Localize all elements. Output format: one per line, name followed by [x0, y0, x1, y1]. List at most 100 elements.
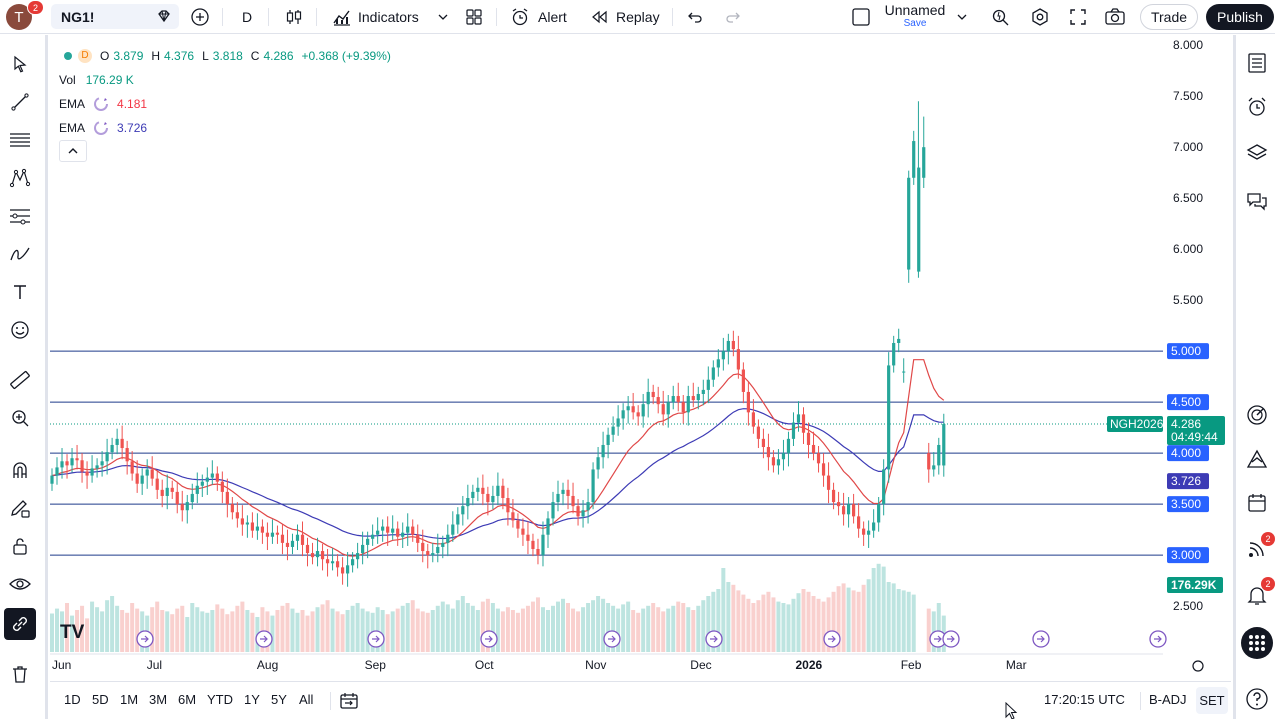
chevron-down-icon[interactable]	[437, 11, 449, 23]
volume-bar	[105, 600, 110, 652]
layout-name-block[interactable]: Unnamed Save	[880, 3, 950, 30]
horizontal-lines-tool[interactable]	[6, 126, 34, 154]
redo-icon[interactable]	[724, 8, 742, 26]
candle-body	[746, 391, 750, 413]
range-6m[interactable]: 6M	[178, 692, 197, 707]
axis-settings-icon[interactable]	[1192, 660, 1204, 672]
candle-body	[756, 426, 761, 439]
last-price-tag	[1167, 415, 1225, 445]
widget-bar: 2 2	[1233, 35, 1275, 719]
candle-body	[270, 532, 275, 537]
range-1d[interactable]: 1D	[64, 692, 81, 707]
interval-button[interactable]: D	[242, 9, 253, 25]
layout-grid-icon[interactable]	[464, 7, 484, 27]
alerts-button[interactable]	[1243, 93, 1271, 121]
diamond-icon[interactable]	[155, 8, 173, 26]
candle-body	[771, 457, 776, 466]
event-arrow	[485, 635, 493, 643]
horizontal-lines-icon	[10, 133, 30, 147]
candle-body	[185, 502, 189, 511]
calendar-button[interactable]	[1243, 489, 1271, 517]
range-5d[interactable]: 5D	[92, 692, 109, 707]
candle-type-icon[interactable]	[284, 7, 304, 27]
alert-button[interactable]: Alert	[510, 0, 567, 34]
cursor-tool[interactable]	[6, 50, 34, 78]
fib-tool[interactable]	[6, 202, 34, 230]
volume-legend-row[interactable]: Vol 176.29 K	[58, 68, 391, 92]
candle-body	[511, 512, 515, 521]
range-3m[interactable]: 3M	[149, 692, 168, 707]
adjustment-toggle[interactable]: B-ADJ	[1149, 692, 1187, 707]
settings-icon[interactable]	[1030, 7, 1050, 27]
volume-bar	[656, 607, 661, 652]
candle-body	[651, 391, 655, 398]
volume-bar	[495, 608, 500, 652]
legend-collapse-button[interactable]	[59, 140, 87, 162]
camera-icon[interactable]	[1104, 7, 1126, 27]
remove-drawings-tool[interactable]	[6, 660, 34, 688]
magnet-tool[interactable]	[6, 456, 34, 484]
ema-fast-legend-row[interactable]: EMA 4.181	[58, 92, 391, 116]
candle-body	[451, 524, 455, 535]
products-button[interactable]	[1241, 627, 1273, 659]
level-price-label: 4.000	[1171, 446, 1201, 460]
undo-icon[interactable]	[686, 8, 704, 26]
range-1y[interactable]: 1Y	[244, 692, 260, 707]
sync-drawings-tool[interactable]	[4, 608, 36, 640]
candle-body	[120, 438, 124, 449]
range-1m[interactable]: 1M	[120, 692, 139, 707]
ema-fast-line	[51, 359, 945, 557]
brush-tool[interactable]	[6, 240, 34, 268]
bottom-toolbar: 1D 5D 1M 3M 6M YTD 1Y 5Y All 17:20:15 UT…	[50, 681, 1231, 719]
text-tool[interactable]	[6, 278, 34, 306]
pattern-tool[interactable]	[6, 164, 34, 192]
notifications-button[interactable]	[1243, 581, 1271, 609]
quick-search-icon[interactable]	[990, 7, 1010, 27]
chevron-down-icon[interactable]	[956, 11, 968, 23]
indicators-button[interactable]: Indicators	[332, 0, 419, 34]
tradingview-logo[interactable]: TV	[60, 622, 85, 643]
lock-tool[interactable]	[6, 532, 34, 560]
volume-bar	[926, 608, 931, 652]
compare-add-icon[interactable]	[190, 7, 210, 27]
divider	[672, 8, 673, 26]
object-tree-button[interactable]	[1243, 139, 1271, 167]
ideas-button[interactable]	[1243, 445, 1271, 473]
bar-countdown-label: 04:49:44	[1171, 430, 1218, 444]
candle-body	[621, 410, 625, 419]
goto-date-icon[interactable]	[339, 691, 359, 711]
candle-body	[235, 512, 239, 519]
range-all[interactable]: All	[299, 692, 314, 707]
candle-body	[300, 534, 305, 545]
fullscreen-icon[interactable]	[1068, 7, 1088, 27]
help-button[interactable]	[1243, 685, 1271, 713]
ruler-tool[interactable]	[6, 366, 34, 394]
pattern-icon	[9, 168, 31, 188]
range-5y[interactable]: 5Y	[271, 692, 287, 707]
chart-canvas[interactable]: 8.000 7.500 7.000 6.500 6.000 5.500 2.500 5.000…	[50, 35, 1231, 680]
ema-slow-legend-row[interactable]: EMA 3.726	[58, 116, 391, 140]
technicals-button[interactable]	[1243, 401, 1271, 429]
signals-button[interactable]	[1243, 535, 1271, 563]
chart-pane[interactable]: 8.000 7.500 7.000 6.500 6.000 5.500 2.500 5.000…	[50, 35, 1231, 680]
candle-body	[351, 559, 355, 566]
volume-bar	[190, 603, 195, 652]
symbol-search[interactable]: NG1!	[51, 4, 179, 29]
settlement-toggle[interactable]: SET	[1196, 687, 1228, 714]
trade-button[interactable]: Trade	[1140, 4, 1198, 30]
volume-bar	[285, 603, 290, 652]
publish-button[interactable]: Publish	[1206, 4, 1274, 30]
save-link[interactable]: Save	[903, 18, 927, 29]
draw-lock-tool[interactable]	[6, 494, 34, 522]
watchlist-button[interactable]	[1243, 49, 1271, 77]
visibility-tool[interactable]	[6, 570, 34, 598]
clock[interactable]: 17:20:15 UTC	[1044, 692, 1125, 707]
zoom-tool[interactable]	[6, 404, 34, 432]
range-ytd[interactable]: YTD	[207, 692, 233, 707]
chats-button[interactable]	[1243, 187, 1271, 215]
emoji-tool[interactable]	[6, 316, 34, 344]
trend-line-tool[interactable]	[6, 88, 34, 116]
volume-bar	[455, 600, 460, 652]
layout-square-icon[interactable]	[851, 7, 871, 27]
replay-button[interactable]: Replay	[590, 0, 660, 34]
